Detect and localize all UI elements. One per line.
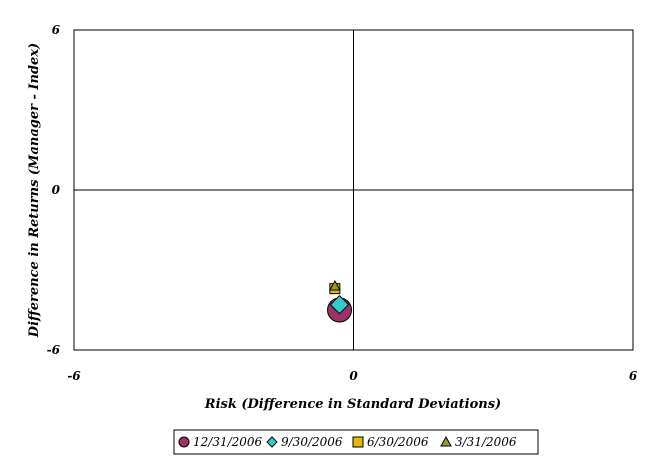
legend-marker-circle <box>178 436 190 448</box>
x-tick-label: 0 <box>349 369 358 383</box>
y-axis-title: Difference in Returns (Manager - Index) <box>27 43 42 338</box>
legend-label: 12/31/2006 <box>193 435 263 449</box>
data-point-triangle <box>329 279 341 291</box>
legend-marker-square <box>352 436 364 448</box>
y-tick-label: -6 <box>47 343 61 357</box>
y-tick-label: 0 <box>52 183 61 197</box>
data-point-diamond <box>329 294 350 315</box>
x-tick-label: 6 <box>629 369 638 383</box>
data-markers <box>327 279 353 323</box>
legend-label: 3/31/2006 <box>455 435 517 449</box>
y-tick-label: 6 <box>52 23 61 37</box>
legend-marker-diamond <box>266 436 278 448</box>
legend-label: 9/30/2006 <box>281 435 343 449</box>
legend-label: 6/30/2006 <box>367 435 429 449</box>
x-axis-title: Risk (Difference in Standard Deviations) <box>204 397 501 412</box>
x-tick-label: -6 <box>67 369 81 383</box>
legend-marker-triangle <box>440 435 452 447</box>
legend: 12/31/2006 9/30/2006 6/30/2006 3/31/2006 <box>173 429 539 455</box>
